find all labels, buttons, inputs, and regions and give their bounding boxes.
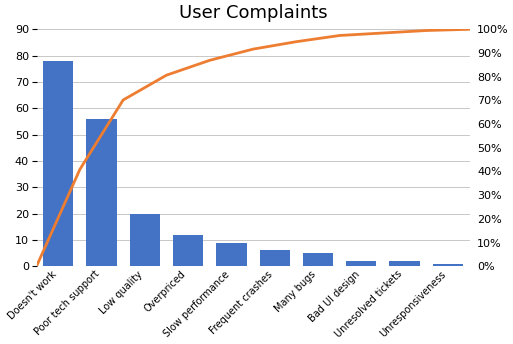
Bar	[260, 250, 290, 266]
Bar	[173, 235, 203, 266]
Bar	[86, 119, 116, 266]
Title: User Complaints: User Complaints	[179, 4, 327, 22]
Bar	[130, 214, 160, 266]
Bar	[303, 253, 333, 266]
Bar	[389, 261, 420, 266]
Bar	[43, 61, 73, 266]
Bar	[346, 261, 377, 266]
Bar	[433, 264, 463, 266]
Bar	[216, 243, 247, 266]
